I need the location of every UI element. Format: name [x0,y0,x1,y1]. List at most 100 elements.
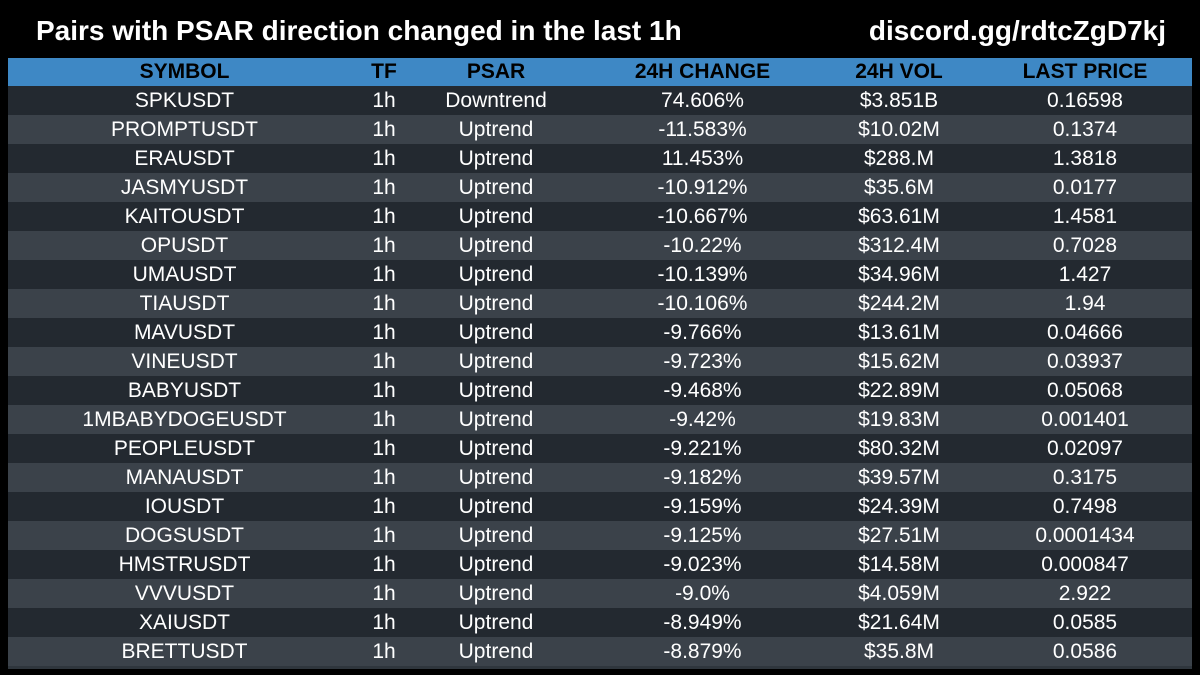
cell-tf: 1h [372,321,396,344]
cell-symbol: MAVUSDT [133,321,236,344]
table-row[interactable]: UMAUSDT 1h Uptrend -10.139% $34.96M 1.427 [8,260,1192,289]
cell-last-price: 0.001401 [1041,408,1129,431]
cell-psar: Uptrend [458,582,534,605]
cell-tf: 1h [372,176,396,199]
cell-24h-change: 74.606% [661,89,744,112]
cell-24h-change: -10.106% [657,292,748,315]
cell-24h-vol: $288.M [863,147,935,170]
cell-symbol: JASMYUSDT [120,176,249,199]
cell-tf: 1h [372,640,396,663]
cell-tf: 1h [372,147,396,170]
cell-tf: 1h [372,495,396,518]
table-header-row: SYMBOL TF PSAR 24H CHANGE 24H VOL LAST P… [8,58,1192,86]
table-row[interactable]: DOGSUSDT 1h Uptrend -9.125% $27.51M 0.0001434 [8,521,1192,550]
table-row[interactable]: TIAUSDT 1h Uptrend -10.106% $244.2M 1.94 [8,289,1192,318]
cell-psar: Uptrend [458,408,534,431]
table-body: SPKUSDT 1h Downtrend 74.606% $3.851B 0.16598 P… [8,86,1192,666]
cell-psar: Uptrend [458,524,534,547]
cell-24h-vol: $80.32M [858,437,940,460]
cell-24h-change: -10.139% [657,263,748,286]
column-header-symbol[interactable]: SYMBOL [139,60,230,83]
cell-24h-change: -8.949% [663,611,742,634]
table-row[interactable]: PROMPTUSDT 1h Uptrend -11.583% $10.02M 0.1374 [8,115,1192,144]
cell-last-price: 0.0586 [1052,640,1118,663]
table-row[interactable]: KAITOUSDT 1h Uptrend -10.667% $63.61M 1.4581 [8,202,1192,231]
cell-last-price: 0.7028 [1052,234,1118,257]
table-row[interactable]: JASMYUSDT 1h Uptrend -10.912% $35.6M 0.0177 [8,173,1192,202]
table-row[interactable]: XAIUSDT 1h Uptrend -8.949% $21.64M 0.0585 [8,608,1192,637]
cell-symbol: VVVUSDT [134,582,235,605]
cell-psar: Uptrend [458,321,534,344]
header-bar: Pairs with PSAR direction changed in the… [0,0,1200,58]
cell-last-price: 0.0585 [1052,611,1118,634]
cell-24h-change: -9.766% [663,321,742,344]
cell-tf: 1h [372,524,396,547]
cell-psar: Uptrend [458,640,534,663]
cell-24h-vol: $19.83M [858,408,940,431]
cell-24h-vol: $10.02M [858,118,940,141]
cell-tf: 1h [372,379,396,402]
cell-tf: 1h [372,582,396,605]
cell-symbol: PEOPLEUSDT [113,437,256,460]
table-row[interactable]: VINEUSDT 1h Uptrend -9.723% $15.62M 0.03937 [8,347,1192,376]
cell-tf: 1h [372,205,396,228]
table-row[interactable]: PEOPLEUSDT 1h Uptrend -9.221% $80.32M 0.02097 [8,434,1192,463]
table-row[interactable]: BRETTUSDT 1h Uptrend -8.879% $35.8M 0.0586 [8,637,1192,666]
table-row[interactable]: MANAUSDT 1h Uptrend -9.182% $39.57M 0.3175 [8,463,1192,492]
cell-symbol: XAIUSDT [138,611,230,634]
cell-psar: Uptrend [458,234,534,257]
cell-last-price: 1.4581 [1052,205,1118,228]
column-header-psar[interactable]: PSAR [466,60,526,83]
cell-psar: Uptrend [458,350,534,373]
cell-24h-change: -9.182% [663,466,742,489]
column-header-last-price[interactable]: LAST PRICE [1022,60,1148,83]
cell-psar: Uptrend [458,205,534,228]
cell-24h-change: -9.723% [663,350,742,373]
cell-24h-vol: $312.4M [858,234,940,257]
cell-24h-vol: $4.059M [858,582,940,605]
table-row[interactable]: ERAUSDT 1h Uptrend 11.453% $288.M 1.3818 [8,144,1192,173]
cell-psar: Uptrend [458,611,534,634]
cell-symbol: 1MBABYDOGEUSDT [82,408,287,431]
cell-symbol: UMAUSDT [132,263,237,286]
table-row[interactable]: SPKUSDT 1h Downtrend 74.606% $3.851B 0.16598 [8,86,1192,115]
cell-last-price: 0.000847 [1041,553,1129,576]
cell-24h-vol: $35.6M [863,176,935,199]
table-row[interactable]: BABYUSDT 1h Uptrend -9.468% $22.89M 0.05068 [8,376,1192,405]
cell-psar: Uptrend [458,147,534,170]
cell-last-price: 0.3175 [1052,466,1118,489]
cell-tf: 1h [372,89,396,112]
cell-last-price: 0.02097 [1047,437,1123,460]
table-row[interactable]: MAVUSDT 1h Uptrend -9.766% $13.61M 0.04666 [8,318,1192,347]
cell-psar: Uptrend [458,379,534,402]
cell-last-price: 1.94 [1064,292,1106,315]
cell-24h-change: -10.912% [657,176,748,199]
table-row[interactable]: VVVUSDT 1h Uptrend -9.0% $4.059M 2.922 [8,579,1192,608]
column-header-tf[interactable]: TF [371,60,397,83]
table-row[interactable]: OPUSDT 1h Uptrend -10.22% $312.4M 0.7028 [8,231,1192,260]
table-row[interactable]: IOUSDT 1h Uptrend -9.159% $24.39M 0.7498 [8,492,1192,521]
cell-tf: 1h [372,437,396,460]
cell-24h-change: 11.453% [661,147,744,170]
column-header-24h-change[interactable]: 24H CHANGE [634,60,771,83]
cell-symbol: VINEUSDT [131,350,238,373]
cell-symbol: OPUSDT [140,234,229,257]
cell-last-price: 0.7498 [1052,495,1118,518]
discord-link[interactable]: discord.gg/rdtcZgD7kj [868,15,1166,46]
cell-24h-vol: $13.61M [858,321,940,344]
cell-symbol: BRETTUSDT [121,640,248,663]
cell-24h-vol: $21.64M [858,611,940,634]
column-header-24h-vol[interactable]: 24H VOL [855,60,943,83]
cell-tf: 1h [372,553,396,576]
table-row[interactable]: HMSTRUSDT 1h Uptrend -9.023% $14.58M 0.000847 [8,550,1192,579]
cell-last-price: 0.04666 [1047,321,1123,344]
cell-symbol: HMSTRUSDT [118,553,251,576]
cell-tf: 1h [372,234,396,257]
table-row[interactable]: 1MBABYDOGEUSDT 1h Uptrend -9.42% $19.83M 0.00… [8,405,1192,434]
cell-tf: 1h [372,611,396,634]
cell-24h-vol: $24.39M [858,495,940,518]
cell-24h-change: -9.221% [663,437,742,460]
page-title: Pairs with PSAR direction changed in the… [36,15,682,46]
cell-24h-vol: $63.61M [858,205,940,228]
cell-24h-change: -9.42% [669,408,736,431]
